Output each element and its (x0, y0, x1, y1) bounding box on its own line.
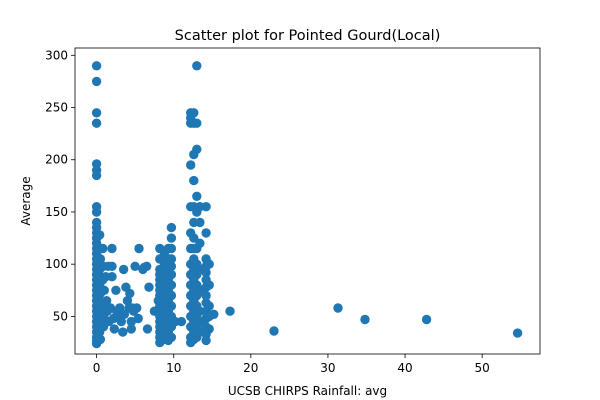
data-point-50 (99, 285, 110, 295)
data-point-88 (142, 261, 152, 271)
data-point-46 (95, 334, 106, 345)
y-axis-ticks: 50 100 150 200 250 300 (45, 48, 75, 323)
data-point-56 (101, 296, 112, 306)
data-point-85 (134, 243, 144, 254)
data-point-207 (201, 290, 211, 301)
y-tick-label: 300 (45, 48, 68, 62)
data-point-62 (107, 261, 117, 271)
data-point-221 (269, 326, 279, 336)
data-point-222 (333, 303, 343, 313)
x-tick-label: 20 (243, 361, 258, 375)
data-point-137 (166, 280, 177, 290)
data-point-220 (225, 306, 235, 316)
data-point-1 (91, 76, 102, 87)
data-point-8 (91, 207, 102, 217)
x-axis-ticks: 0 10 20 30 40 50 (93, 354, 490, 375)
x-tick-label: 50 (475, 361, 490, 375)
data-point-139 (166, 301, 177, 311)
data-point-178 (192, 61, 202, 71)
data-point-0 (91, 61, 102, 71)
data-point-65 (109, 324, 120, 334)
data-point-79 (126, 324, 136, 334)
data-point-138 (166, 290, 177, 301)
data-point-167 (189, 233, 199, 243)
data-point-71 (118, 327, 128, 337)
data-point-77 (125, 288, 135, 299)
data-point-6 (91, 170, 102, 181)
data-point-75 (122, 296, 133, 306)
x-axis-title: UCSB CHIRPS Rainfall: avg (228, 384, 387, 398)
data-point-84 (133, 313, 143, 324)
data-point-193 (195, 217, 205, 228)
data-point-161 (189, 108, 199, 118)
x-tick-label: 40 (397, 361, 412, 375)
data-point-180 (192, 144, 202, 154)
data-point-133 (166, 243, 177, 254)
chart-title: Scatter plot for Pointed Gourd(Local) (175, 28, 441, 44)
data-point-200 (201, 202, 211, 212)
data-point-219 (209, 309, 219, 319)
data-point-36 (95, 254, 106, 264)
data-point-72 (118, 264, 129, 275)
x-tick-label: 0 (93, 361, 101, 375)
data-point-83 (132, 303, 142, 313)
data-point-61 (107, 243, 117, 254)
data-point-225 (512, 328, 523, 338)
data-point-135 (166, 261, 177, 271)
data-point-144 (176, 316, 187, 327)
data-point-136 (166, 269, 177, 280)
data-point-223 (360, 314, 370, 325)
data-point-218 (204, 324, 214, 334)
data-point-179 (192, 118, 202, 128)
data-point-132 (166, 233, 177, 243)
data-point-148 (186, 160, 196, 170)
data-point-201 (201, 228, 211, 238)
y-tick-label: 150 (45, 205, 68, 219)
data-point-90 (144, 282, 154, 292)
data-point-216 (204, 301, 214, 311)
data-point-3 (91, 118, 102, 128)
data-point-63 (107, 272, 117, 282)
data-points (91, 61, 523, 349)
data-point-214 (204, 259, 214, 269)
data-point-224 (421, 314, 432, 325)
data-point-215 (204, 280, 214, 290)
y-tick-label: 200 (45, 153, 68, 167)
data-point-82 (130, 261, 140, 271)
data-point-181 (192, 191, 202, 201)
data-point-2 (91, 108, 102, 118)
x-tick-label: 10 (166, 361, 181, 375)
data-point-142 (166, 332, 177, 342)
y-tick-label: 100 (45, 257, 68, 271)
data-point-204 (201, 267, 211, 278)
data-point-131 (166, 222, 177, 233)
y-tick-label: 250 (45, 101, 68, 115)
data-point-134 (166, 254, 177, 264)
data-point-194 (195, 238, 205, 248)
data-point-213 (201, 335, 211, 346)
y-tick-label: 50 (53, 309, 68, 323)
data-point-47 (98, 243, 108, 254)
data-point-70 (116, 316, 127, 327)
plot-frame (74, 47, 541, 355)
x-tick-label: 30 (320, 361, 335, 375)
data-point-89 (142, 324, 153, 334)
y-axis-title: Average (19, 176, 33, 225)
data-point-164 (189, 175, 199, 186)
data-point-34 (95, 230, 105, 240)
data-point-66 (111, 285, 121, 295)
